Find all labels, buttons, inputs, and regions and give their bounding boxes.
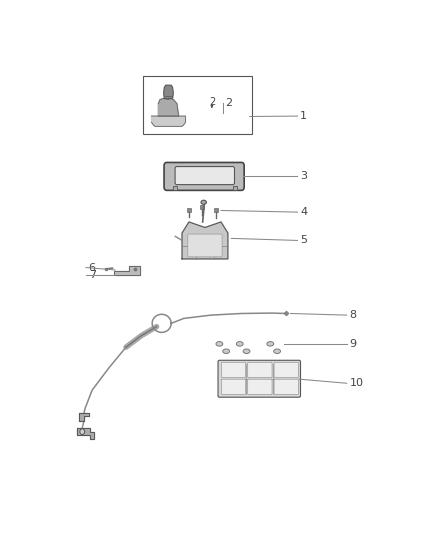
Text: 6: 6 <box>88 263 95 272</box>
Text: 2: 2 <box>209 96 216 107</box>
Text: 1: 1 <box>300 111 307 121</box>
Ellipse shape <box>216 342 223 346</box>
Bar <box>143 76 251 134</box>
Ellipse shape <box>223 349 230 353</box>
Text: 9: 9 <box>350 339 357 349</box>
Ellipse shape <box>274 349 280 353</box>
Text: 10: 10 <box>350 378 364 388</box>
FancyBboxPatch shape <box>188 234 222 257</box>
Ellipse shape <box>267 342 274 346</box>
Circle shape <box>80 429 85 434</box>
FancyBboxPatch shape <box>248 362 272 377</box>
FancyBboxPatch shape <box>218 360 300 397</box>
Text: 5: 5 <box>300 236 307 245</box>
Text: 8: 8 <box>350 310 357 320</box>
FancyBboxPatch shape <box>222 362 246 377</box>
FancyBboxPatch shape <box>248 379 272 394</box>
Polygon shape <box>77 428 95 440</box>
Polygon shape <box>114 266 140 276</box>
FancyBboxPatch shape <box>274 362 298 377</box>
Text: 4: 4 <box>300 207 307 217</box>
FancyBboxPatch shape <box>222 379 246 394</box>
Ellipse shape <box>201 200 206 204</box>
FancyBboxPatch shape <box>164 163 244 190</box>
Ellipse shape <box>237 342 243 346</box>
Text: 2: 2 <box>226 99 233 108</box>
Ellipse shape <box>243 349 250 353</box>
Bar <box>173 186 177 190</box>
FancyBboxPatch shape <box>274 379 298 394</box>
Text: 7: 7 <box>88 270 96 279</box>
Polygon shape <box>158 99 179 116</box>
Text: 3: 3 <box>300 172 307 181</box>
Polygon shape <box>152 116 185 126</box>
Polygon shape <box>182 222 228 259</box>
Bar <box>233 186 237 190</box>
FancyBboxPatch shape <box>175 166 234 184</box>
Polygon shape <box>164 85 173 99</box>
Polygon shape <box>78 413 89 421</box>
